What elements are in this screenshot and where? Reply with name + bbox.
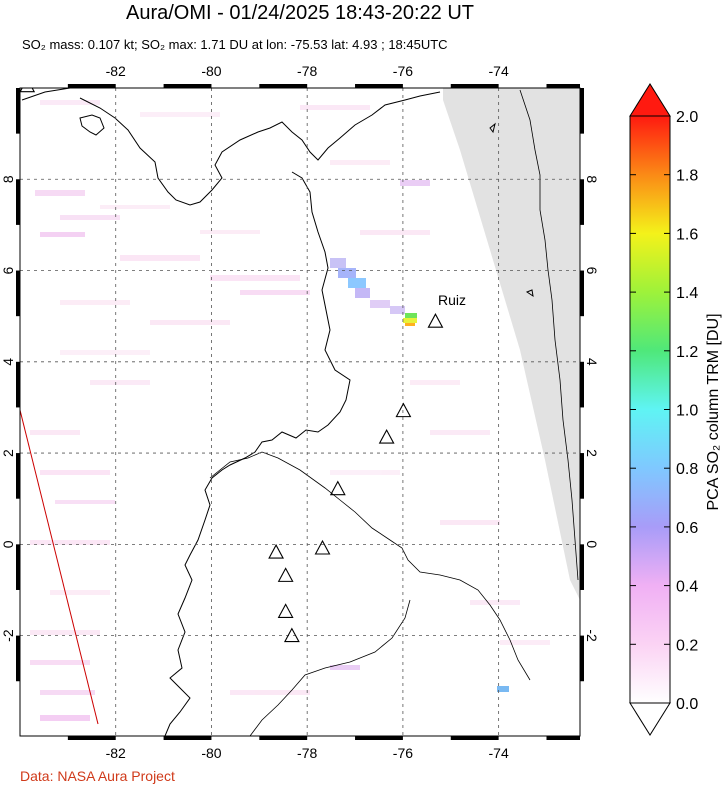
colorbar-label: 1.6 [676, 226, 698, 243]
frame-segment [259, 84, 308, 88]
volcano-icon [283, 627, 300, 643]
retrieval-noise [30, 100, 550, 721]
so2-plume [330, 258, 509, 692]
colorbar-label: 0.6 [676, 520, 698, 537]
colorbar-title: PCA SO₂ column TRM [DU] [705, 313, 722, 510]
lon-tick-label-bottom: -82 [106, 745, 126, 761]
volcano-icon [20, 88, 36, 93]
colorbar-label: 0.2 [676, 637, 698, 654]
frame-segment [163, 736, 212, 740]
frame-segment [450, 736, 499, 740]
lat-tick-label-left: 2 [0, 449, 16, 457]
lat-tick-label-left: -2 [0, 629, 16, 642]
no-data-region [443, 88, 580, 600]
graticule [20, 88, 580, 736]
lon-tick-label-top: -82 [106, 63, 126, 79]
frame-segment [259, 736, 308, 740]
lat-tick-label-left: 4 [0, 358, 16, 366]
colorbar-label: 1.4 [676, 285, 698, 302]
colorbar-label: 1.0 [676, 403, 698, 420]
colorbar-label: 1.2 [676, 344, 698, 361]
lon-tick-label-top: -74 [489, 63, 509, 79]
swath-edge [20, 409, 99, 725]
frame-segment [16, 453, 20, 499]
frame-segment [580, 179, 584, 225]
colorbar-label: 0.0 [676, 696, 698, 713]
colorbar-min-arrow [629, 702, 671, 736]
colorbar: 2.0 1.8 1.6 1.4 1.2 1.0 0.8 0.6 0.4 0.2 0.0 PCA SO… [629, 83, 722, 736]
volcano-icon [314, 539, 331, 555]
frame-segment [580, 544, 584, 590]
colorbar-label: 0.8 [676, 461, 698, 478]
lat-tick-label-right: 0 [584, 540, 600, 548]
map-title: Aura/OMI - 01/24/2025 18:43-20:22 UT [126, 2, 474, 24]
frame-bars [16, 84, 584, 740]
frame-segment [16, 270, 20, 317]
frame-segment [163, 84, 212, 88]
frame-segment [450, 84, 499, 88]
frame-segment [67, 736, 116, 740]
frame-segment [67, 84, 116, 88]
frame-segment [546, 84, 580, 88]
map-subtitle: SO₂ mass: 0.107 kt; SO₂ max: 1.71 DU at … [22, 37, 448, 52]
frame-segment [16, 544, 20, 590]
tick-labels: -82 -82 -80 -80 -78 -78 -76 -76 -74 -74 8 8 6 6 4 4 2 2 0 0… [0, 63, 600, 761]
volcano-icon [329, 480, 346, 496]
frame-segment [16, 179, 20, 225]
lat-tick-label-right: 8 [584, 175, 600, 183]
lon-tick-label-bottom: -78 [297, 745, 317, 761]
volcano-icon [378, 428, 395, 444]
volcano-icon [268, 543, 284, 559]
lon-tick-label-top: -78 [297, 63, 317, 79]
colorbar-label: 0.4 [676, 579, 698, 596]
lon-tick-label-bottom: -76 [393, 745, 413, 761]
lat-tick-label-right: 4 [584, 358, 600, 366]
frame-segment [355, 84, 403, 88]
lat-tick-label-right: 6 [584, 267, 600, 275]
lon-tick-label-bottom: -74 [489, 745, 509, 761]
frame-segment [580, 88, 584, 134]
colorbar-label: 2.0 [676, 109, 698, 126]
lon-tick-label-bottom: -80 [201, 745, 221, 761]
colorbar-label: 1.8 [676, 168, 698, 185]
colorbar-max-arrow [629, 83, 671, 117]
frame-segment [355, 736, 403, 740]
lon-tick-label-top: -80 [201, 63, 221, 79]
volcano-icon [277, 567, 294, 582]
volcano-icon [277, 603, 294, 618]
frame-segment [16, 635, 20, 682]
lat-tick-label-left: 6 [0, 266, 16, 274]
frame-segment [16, 361, 20, 408]
volcano-icon [427, 313, 444, 328]
lat-tick-label-right: 2 [584, 449, 600, 457]
frame-segment [580, 635, 584, 682]
frame-segment [580, 270, 584, 317]
lat-tick-label-left: 0 [0, 540, 16, 548]
frame-segment [546, 736, 580, 740]
volcano-markers [20, 88, 444, 643]
coastline [21, 88, 534, 736]
country-borders [209, 89, 579, 736]
map-area [20, 88, 580, 736]
lat-tick-label-left: 8 [0, 175, 16, 183]
volcano-icon [395, 402, 412, 418]
data-credit: Data: NASA Aura Project [20, 768, 175, 784]
volcano-label-ruiz: Ruiz [438, 292, 466, 308]
lon-tick-label-top: -76 [393, 63, 413, 79]
frame-segment [580, 361, 584, 408]
frame-segment [16, 88, 20, 134]
frame-segment [580, 453, 584, 499]
lat-tick-label-right: -2 [584, 629, 600, 642]
